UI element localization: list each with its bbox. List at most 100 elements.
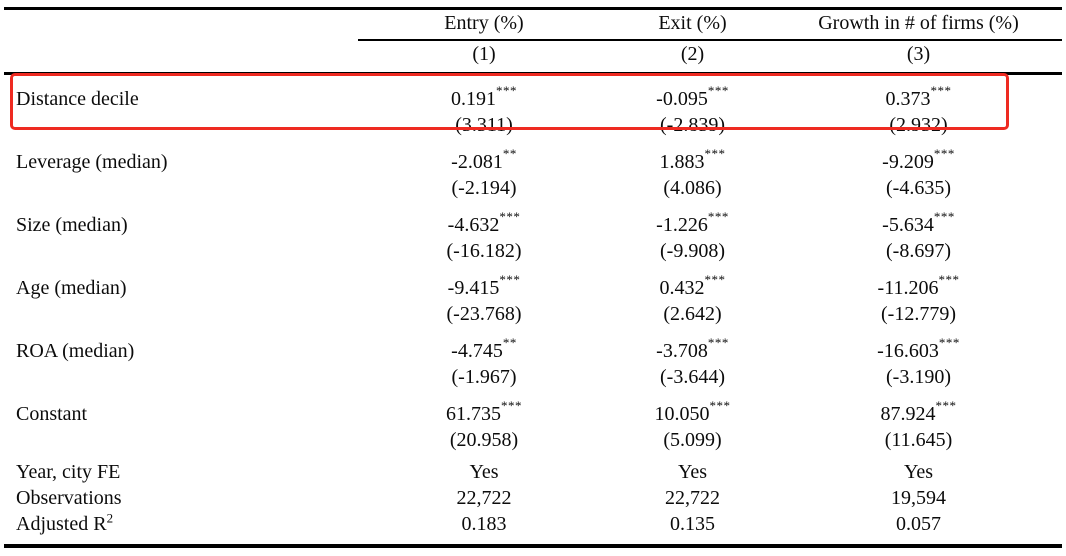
coef-cell: 0.191*** <box>358 75 610 112</box>
coef-cell: -0.095*** <box>610 75 775 112</box>
table-row-roa-tstat: (-1.967) (-3.644) (-3.190) <box>4 364 1062 390</box>
summary-cell: 0.183 <box>358 511 610 548</box>
row-label: Constant <box>16 403 88 425</box>
r-squared-superscript: 2 <box>106 510 114 526</box>
coef-value: -16.603 <box>877 340 939 362</box>
tstat-cell: (-9.908) <box>660 240 725 262</box>
tstat-cell: (4.086) <box>663 177 722 199</box>
table-row-constant-tstat: (20.958) (5.099) (11.645) <box>4 427 1062 453</box>
table-row-age-coef: Age (median) -9.415*** 0.432*** -11.206*… <box>4 264 1062 301</box>
coef-value: 0.373 <box>885 88 931 110</box>
tstat-cell: (11.645) <box>884 429 953 451</box>
tstat-cell: (2.642) <box>663 303 722 325</box>
coef-cell: -9.415*** <box>358 264 610 301</box>
significance-stars: *** <box>709 398 731 414</box>
tstat-cell: (-2.839) <box>660 114 725 136</box>
coef-value: -9.209 <box>882 151 934 173</box>
coef-value: 61.735 <box>446 403 501 425</box>
row-label: Size (median) <box>16 214 128 236</box>
table-row-leverage-coef: Leverage (median) -2.081** 1.883*** -9.2… <box>4 138 1062 175</box>
summary-cell: Yes <box>903 461 934 483</box>
column-header-row: Entry (%) Exit (%) Growth in # of firms … <box>4 7 1062 41</box>
coef-value: -9.415 <box>447 277 500 299</box>
significance-stars: *** <box>707 83 729 99</box>
coef-cell: -5.634*** <box>775 201 1062 238</box>
tstat-cell: (-3.190) <box>886 366 951 388</box>
coef-cell: 0.432*** <box>610 264 775 301</box>
tstat-cell: (5.099) <box>663 429 722 451</box>
row-label: Observations <box>16 487 122 509</box>
coef-cell: 10.050*** <box>610 390 775 427</box>
row-label: Year, city FE <box>16 461 121 483</box>
coef-value: 87.924 <box>880 403 936 425</box>
significance-stars: *** <box>707 209 729 225</box>
coef-value: 0.432 <box>659 277 705 299</box>
table-row-distance-decile-tstat: (3.311) (-2.839) (2.932) <box>4 112 1062 138</box>
table-row-age-tstat: (-23.768) (2.642) (-12.779) <box>4 301 1062 327</box>
model-number-spacer <box>4 41 358 75</box>
coef-cell: 61.735*** <box>358 390 610 427</box>
regression-table: Entry (%) Exit (%) Growth in # of firms … <box>4 7 1062 548</box>
table-row-roa-coef: ROA (median) -4.745** -3.708*** -16.603*… <box>4 327 1062 364</box>
summary-cell: 19,594 <box>891 487 946 509</box>
coef-value: -4.745 <box>451 340 503 362</box>
row-label-spacer <box>4 175 358 201</box>
tstat-cell: (-1.967) <box>451 366 517 388</box>
coef-value: -3.708 <box>656 340 708 362</box>
coef-cell: 87.924*** <box>775 390 1062 427</box>
table-row-constant-coef: Constant 61.735*** 10.050*** 87.924*** <box>4 390 1062 427</box>
column-header-entry: Entry (%) <box>358 7 610 41</box>
row-label: Leverage (median) <box>16 151 168 173</box>
column-header-exit: Exit (%) <box>610 7 775 41</box>
coef-value: -4.632 <box>447 214 500 236</box>
table-row-size-coef: Size (median) -4.632*** -1.226*** -5.634… <box>4 201 1062 238</box>
significance-stars: *** <box>501 398 522 414</box>
adjusted-r-label: Adjusted R <box>16 513 107 535</box>
coef-value: 1.883 <box>659 151 705 173</box>
tstat-cell: (-23.768) <box>446 303 522 325</box>
significance-stars: *** <box>938 335 960 351</box>
model-number-row: (1) (2) (3) <box>4 41 1062 75</box>
coef-value: 0.191 <box>451 88 496 110</box>
significance-stars: *** <box>933 209 955 225</box>
model-number-2: (2) <box>610 41 775 75</box>
row-label-spacer <box>4 427 358 453</box>
significance-stars: *** <box>499 209 521 225</box>
significance-stars: *** <box>938 272 960 288</box>
table-row-distance-decile-coef: Distance decile 0.191*** -0.095*** 0.373… <box>4 75 1062 112</box>
coef-cell: -4.745** <box>358 327 610 364</box>
tstat-cell: (-8.697) <box>886 240 951 262</box>
row-label-spacer <box>4 364 358 390</box>
summary-cell: 22,722 <box>665 487 720 509</box>
coef-value: -2.081 <box>451 151 503 173</box>
tstat-cell: (3.311) <box>455 114 513 136</box>
significance-stars: ** <box>502 146 517 162</box>
coef-cell: -3.708*** <box>610 327 775 364</box>
coef-value: 10.050 <box>654 403 710 425</box>
significance-stars: *** <box>704 272 726 288</box>
table-row-adjusted-r2: Adjusted R2 0.183 0.135 0.057 <box>4 511 1062 548</box>
model-number-3: (3) <box>775 41 1062 75</box>
tstat-cell: (2.932) <box>889 114 948 136</box>
table-row-size-tstat: (-16.182) (-9.908) (-8.697) <box>4 238 1062 264</box>
significance-stars: *** <box>935 398 957 414</box>
summary-cell: 0.057 <box>775 511 1062 548</box>
coef-value: -0.095 <box>656 88 708 110</box>
coef-cell: -1.226*** <box>610 201 775 238</box>
coef-cell: -4.632*** <box>358 201 610 238</box>
coef-value: -5.634 <box>882 214 934 236</box>
model-number-1: (1) <box>358 41 610 75</box>
summary-cell: 0.135 <box>610 511 775 548</box>
table-row-leverage-tstat: (-2.194) (4.086) (-4.635) <box>4 175 1062 201</box>
tstat-cell: (-2.194) <box>451 177 517 199</box>
header-spacer-cell <box>4 7 358 41</box>
tstat-cell: (-16.182) <box>446 240 522 262</box>
row-label-spacer <box>4 238 358 264</box>
summary-cell: Yes <box>469 461 499 483</box>
column-header-growth: Growth in # of firms (%) <box>775 7 1062 41</box>
significance-stars: *** <box>499 272 521 288</box>
tstat-cell: (-4.635) <box>886 177 951 199</box>
summary-cell: Yes <box>677 461 708 483</box>
significance-stars: *** <box>930 83 952 99</box>
tstat-cell: (-3.644) <box>660 366 725 388</box>
